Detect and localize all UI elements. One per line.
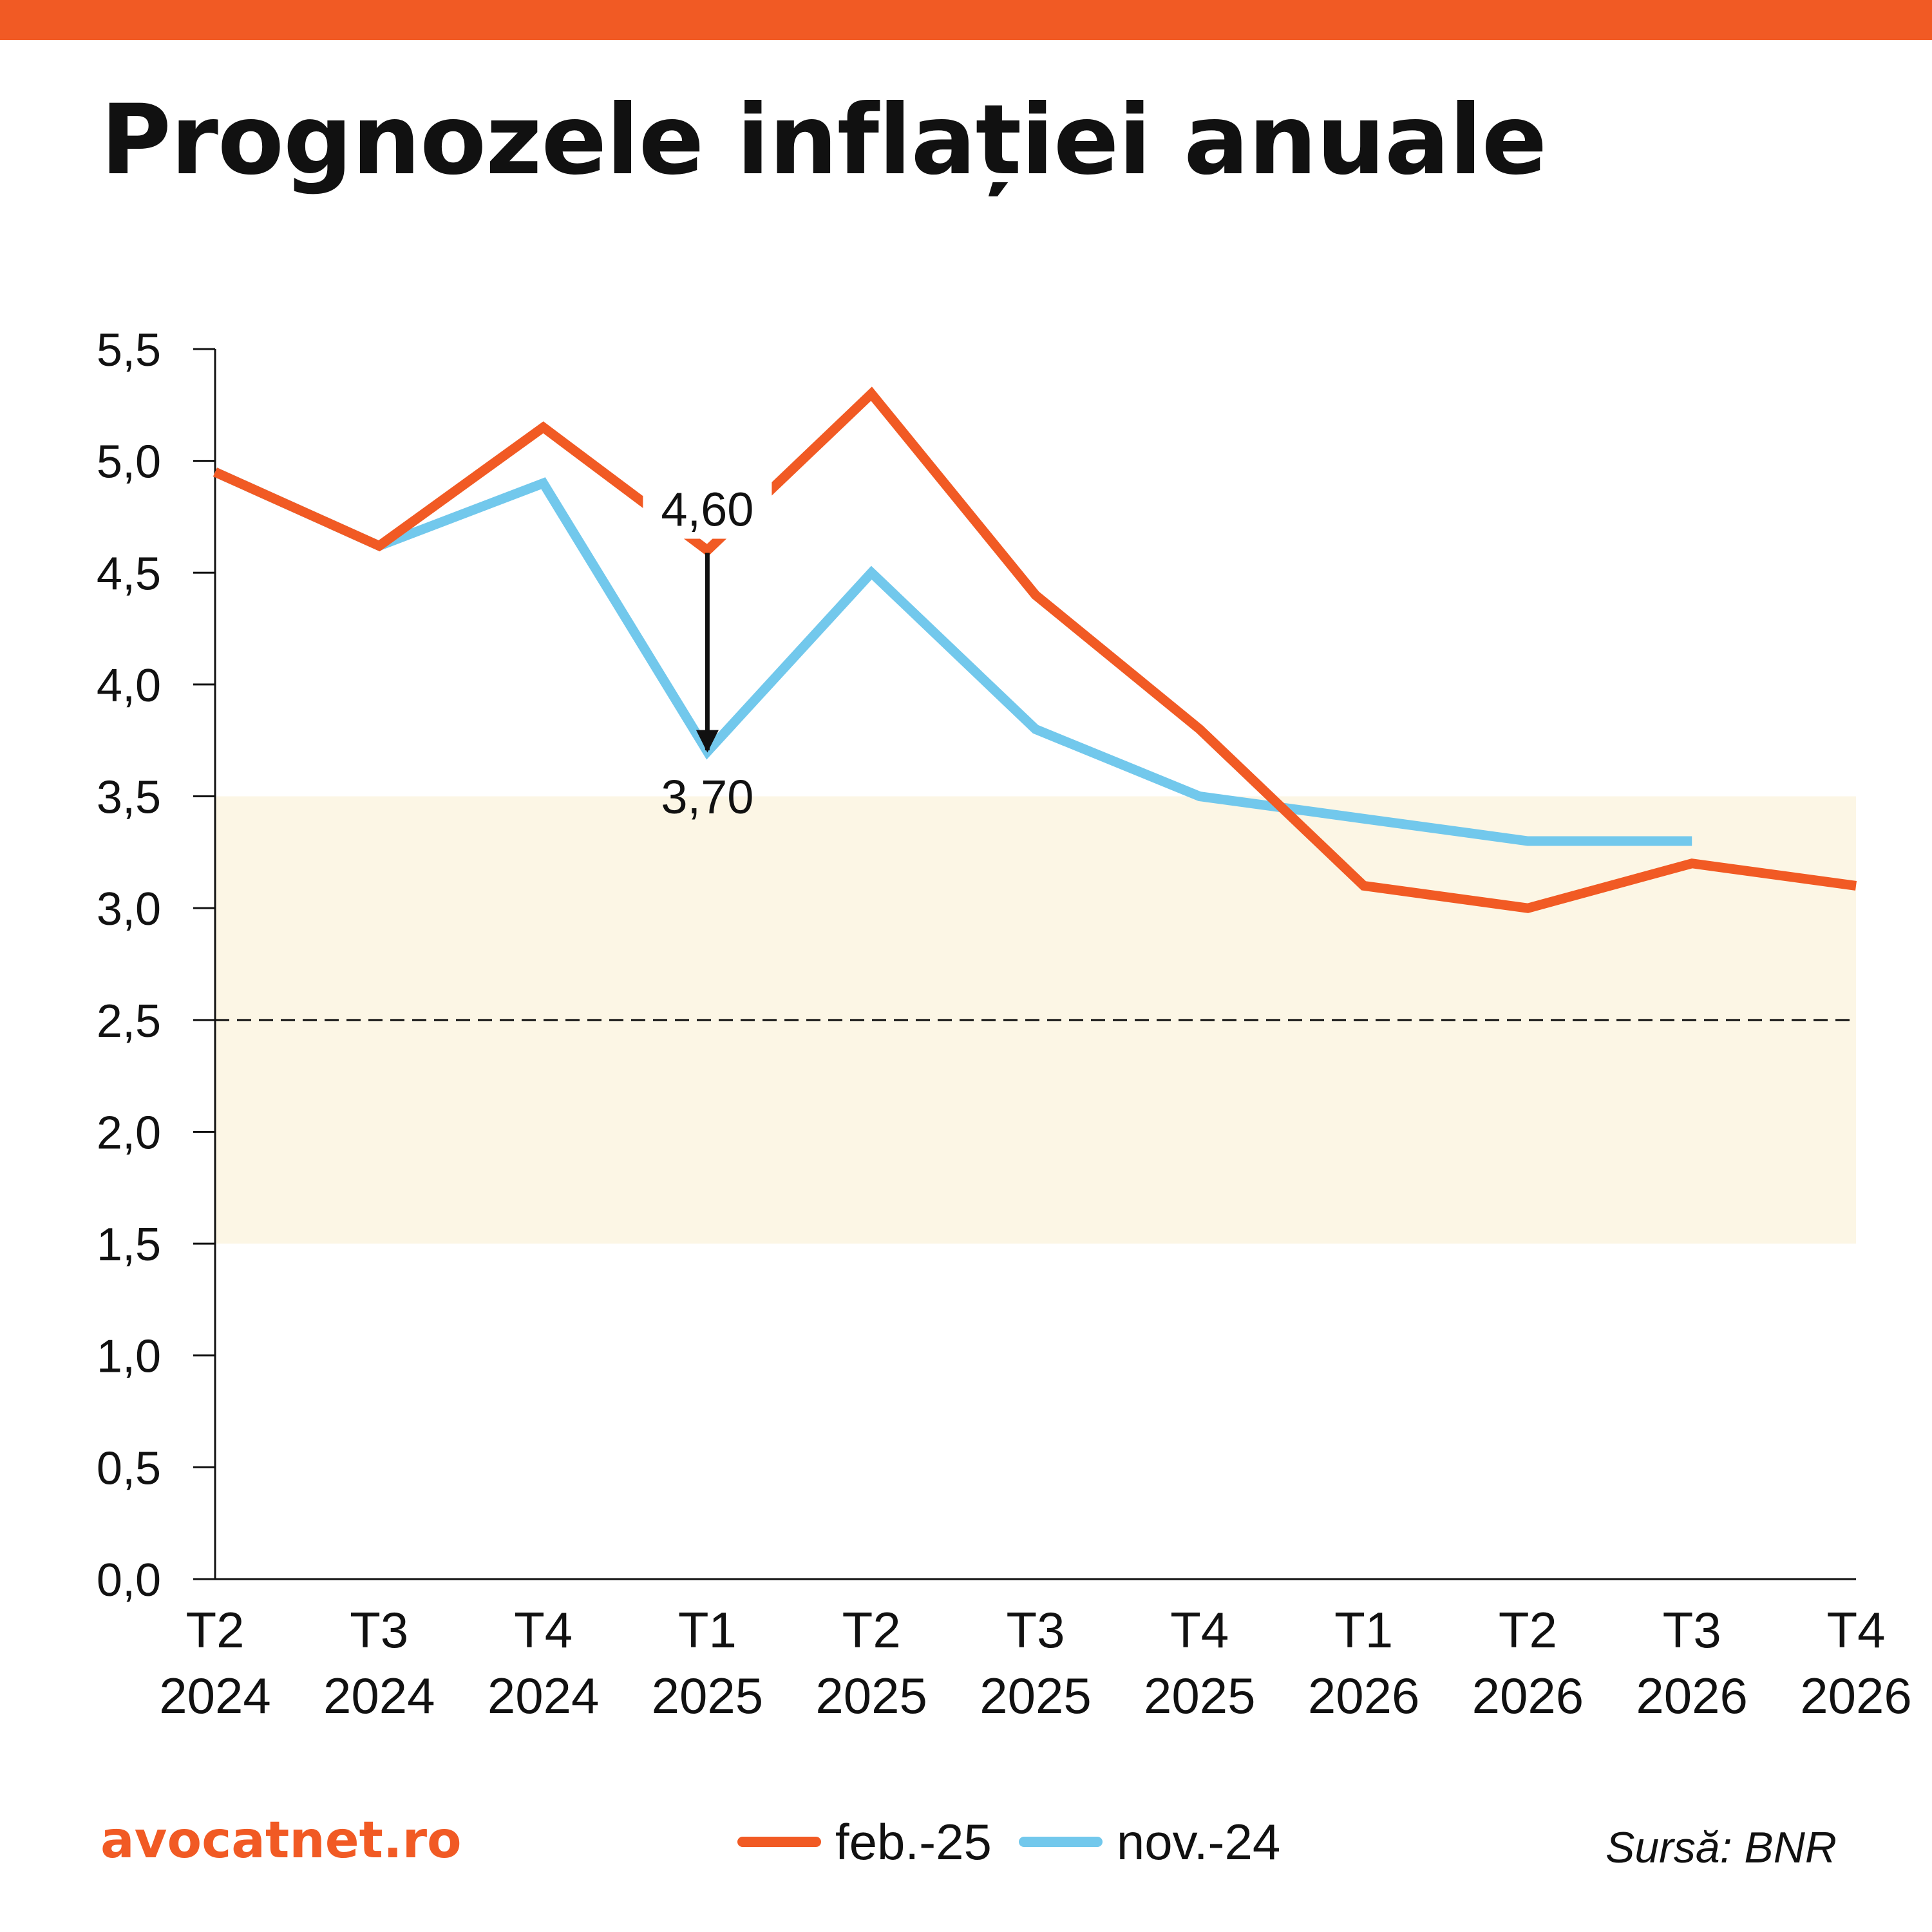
chart-legend: feb.-25 nov.-24 (737, 1810, 1307, 1874)
x-tick-label-year: 2025 (980, 1667, 1092, 1724)
legend-label-feb-25: feb.-25 (835, 1813, 992, 1870)
x-tick-label-year: 2025 (652, 1667, 764, 1724)
x-tick-label-year: 2026 (1636, 1667, 1748, 1724)
x-tick-label-year: 2025 (815, 1667, 927, 1724)
y-tick-label: 0,5 (97, 1443, 161, 1494)
y-tick-label: 2,5 (97, 996, 161, 1047)
annotation-label-from: 4,60 (661, 483, 753, 536)
legend-swatch-feb-25 (737, 1837, 821, 1847)
source-note: Sursă: BNR (1605, 1823, 1837, 1872)
x-tick-label-quarter: T1 (1334, 1602, 1393, 1658)
top-accent-bar (0, 0, 1932, 40)
x-tick-label-year: 2026 (1308, 1667, 1420, 1724)
x-tick-label-quarter: T3 (350, 1602, 408, 1658)
y-tick-label: 1,5 (97, 1219, 161, 1271)
x-tick-label-year: 2024 (159, 1667, 271, 1724)
x-tick-label-quarter: T4 (1826, 1602, 1885, 1658)
x-tick-label-year: 2026 (1472, 1667, 1584, 1724)
y-tick-label: 0,0 (97, 1555, 161, 1606)
y-tick-label: 5,5 (97, 325, 161, 376)
x-tick-label-quarter: T4 (1170, 1602, 1229, 1658)
y-tick-label: 1,0 (97, 1331, 161, 1383)
x-tick-label-year: 2024 (323, 1667, 435, 1724)
y-tick-label: 2,0 (97, 1107, 161, 1159)
line-chart: 0,0 0,5 1,0 1,5 2,0 2,5 3,0 3,5 4,0 4,5 5,0 5,5 T2 20… (97, 325, 1912, 1724)
x-tick-label-quarter: T2 (185, 1602, 244, 1658)
legend-label-nov-24: nov.-24 (1116, 1813, 1281, 1870)
x-tick-label-quarter: T3 (1006, 1602, 1065, 1658)
x-tick-label-quarter: T2 (842, 1602, 901, 1658)
y-tick-label: 5,0 (97, 437, 161, 488)
x-tick-label-year: 2024 (488, 1667, 600, 1724)
series-line-nov-24 (213, 468, 1692, 846)
x-tick-label-year: 2026 (1800, 1667, 1912, 1724)
y-tick-label: 3,0 (97, 884, 161, 935)
legend-item-nov-24: nov.-24 (1018, 1813, 1281, 1871)
annotation-label-to: 3,70 (661, 770, 753, 824)
y-tick-label: 4,0 (97, 660, 161, 712)
brand-logo-text: avocatnet.ro (100, 1812, 462, 1870)
x-tick-label-quarter: T4 (514, 1602, 573, 1658)
legend-item-feb-25: feb.-25 (737, 1813, 992, 1871)
legend-swatch-nov-24 (1018, 1837, 1103, 1847)
annotation-label-bg (643, 474, 772, 539)
page-title: Prognozele inflației anuale (100, 84, 1547, 196)
y-tick-label: 3,5 (97, 772, 161, 824)
x-tick-label-quarter: T2 (1499, 1602, 1557, 1658)
series-line-feb-25 (213, 386, 1857, 913)
y-tick-label: 4,5 (97, 548, 161, 600)
x-tick-label-quarter: T1 (678, 1602, 737, 1658)
x-tick-label-quarter: T3 (1663, 1602, 1721, 1658)
x-tick-label-year: 2025 (1144, 1667, 1256, 1724)
